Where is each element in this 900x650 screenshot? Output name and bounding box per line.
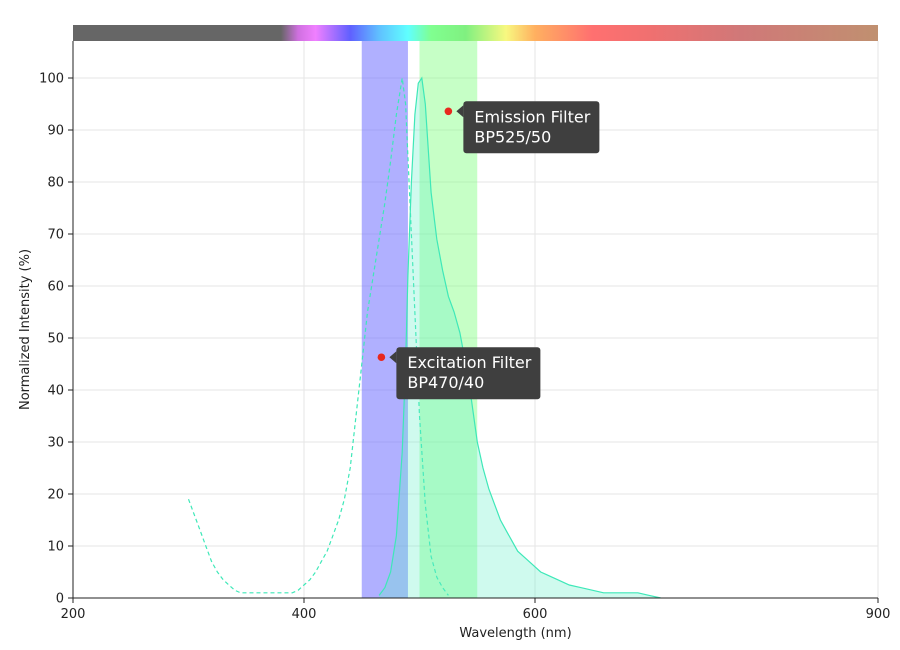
annotation-marker bbox=[444, 107, 453, 116]
tooltip-text: BP470/40 bbox=[407, 373, 484, 392]
spectrum-bar-rect bbox=[73, 25, 878, 41]
tooltip-pointer bbox=[389, 351, 397, 364]
tooltip-pointer bbox=[456, 105, 464, 118]
excitation-spectrum-line bbox=[187, 77, 449, 596]
y-tick-label: 70 bbox=[47, 228, 64, 243]
x-tick-label: 400 bbox=[292, 607, 317, 622]
tooltip-text: Excitation Filter bbox=[407, 353, 531, 372]
y-tick-label: 40 bbox=[47, 384, 64, 399]
x-tick-label: 200 bbox=[61, 607, 86, 622]
excitation-filter-band bbox=[361, 41, 408, 598]
y-tick-label: 30 bbox=[47, 436, 64, 451]
x-tick-label: 600 bbox=[523, 607, 548, 622]
y-tick-label: 0 bbox=[56, 592, 64, 607]
axes: 0 10 20 30 40 50 60 70 80 90 100 200 400 600 900 Wavele… bbox=[18, 41, 890, 641]
x-axis-title: Wavelength (nm) bbox=[459, 626, 571, 641]
y-tick-label: 10 bbox=[47, 540, 64, 555]
y-axis-title: Normalized Intensity (%) bbox=[18, 249, 33, 410]
series-layer bbox=[187, 76, 661, 598]
tooltip-box bbox=[463, 101, 600, 154]
annotation-marker bbox=[377, 353, 386, 362]
emission-spectrum-area bbox=[379, 78, 661, 598]
y-tick-label: 90 bbox=[47, 124, 64, 139]
y-tick-label: 20 bbox=[47, 488, 64, 503]
tooltip-box bbox=[396, 347, 541, 400]
filter-bands bbox=[361, 41, 478, 598]
emission-spectrum-line bbox=[378, 76, 661, 598]
tooltip-text: Emission Filter bbox=[474, 107, 590, 126]
y-tick-label: 80 bbox=[47, 176, 64, 191]
x-tick-label: 900 bbox=[866, 607, 891, 622]
y-tick-label: 50 bbox=[47, 332, 64, 347]
spectrum-bar bbox=[73, 25, 878, 41]
y-tick-label: 100 bbox=[39, 72, 64, 87]
y-tick-label: 60 bbox=[47, 280, 64, 295]
tooltip-text: BP525/50 bbox=[474, 127, 551, 146]
